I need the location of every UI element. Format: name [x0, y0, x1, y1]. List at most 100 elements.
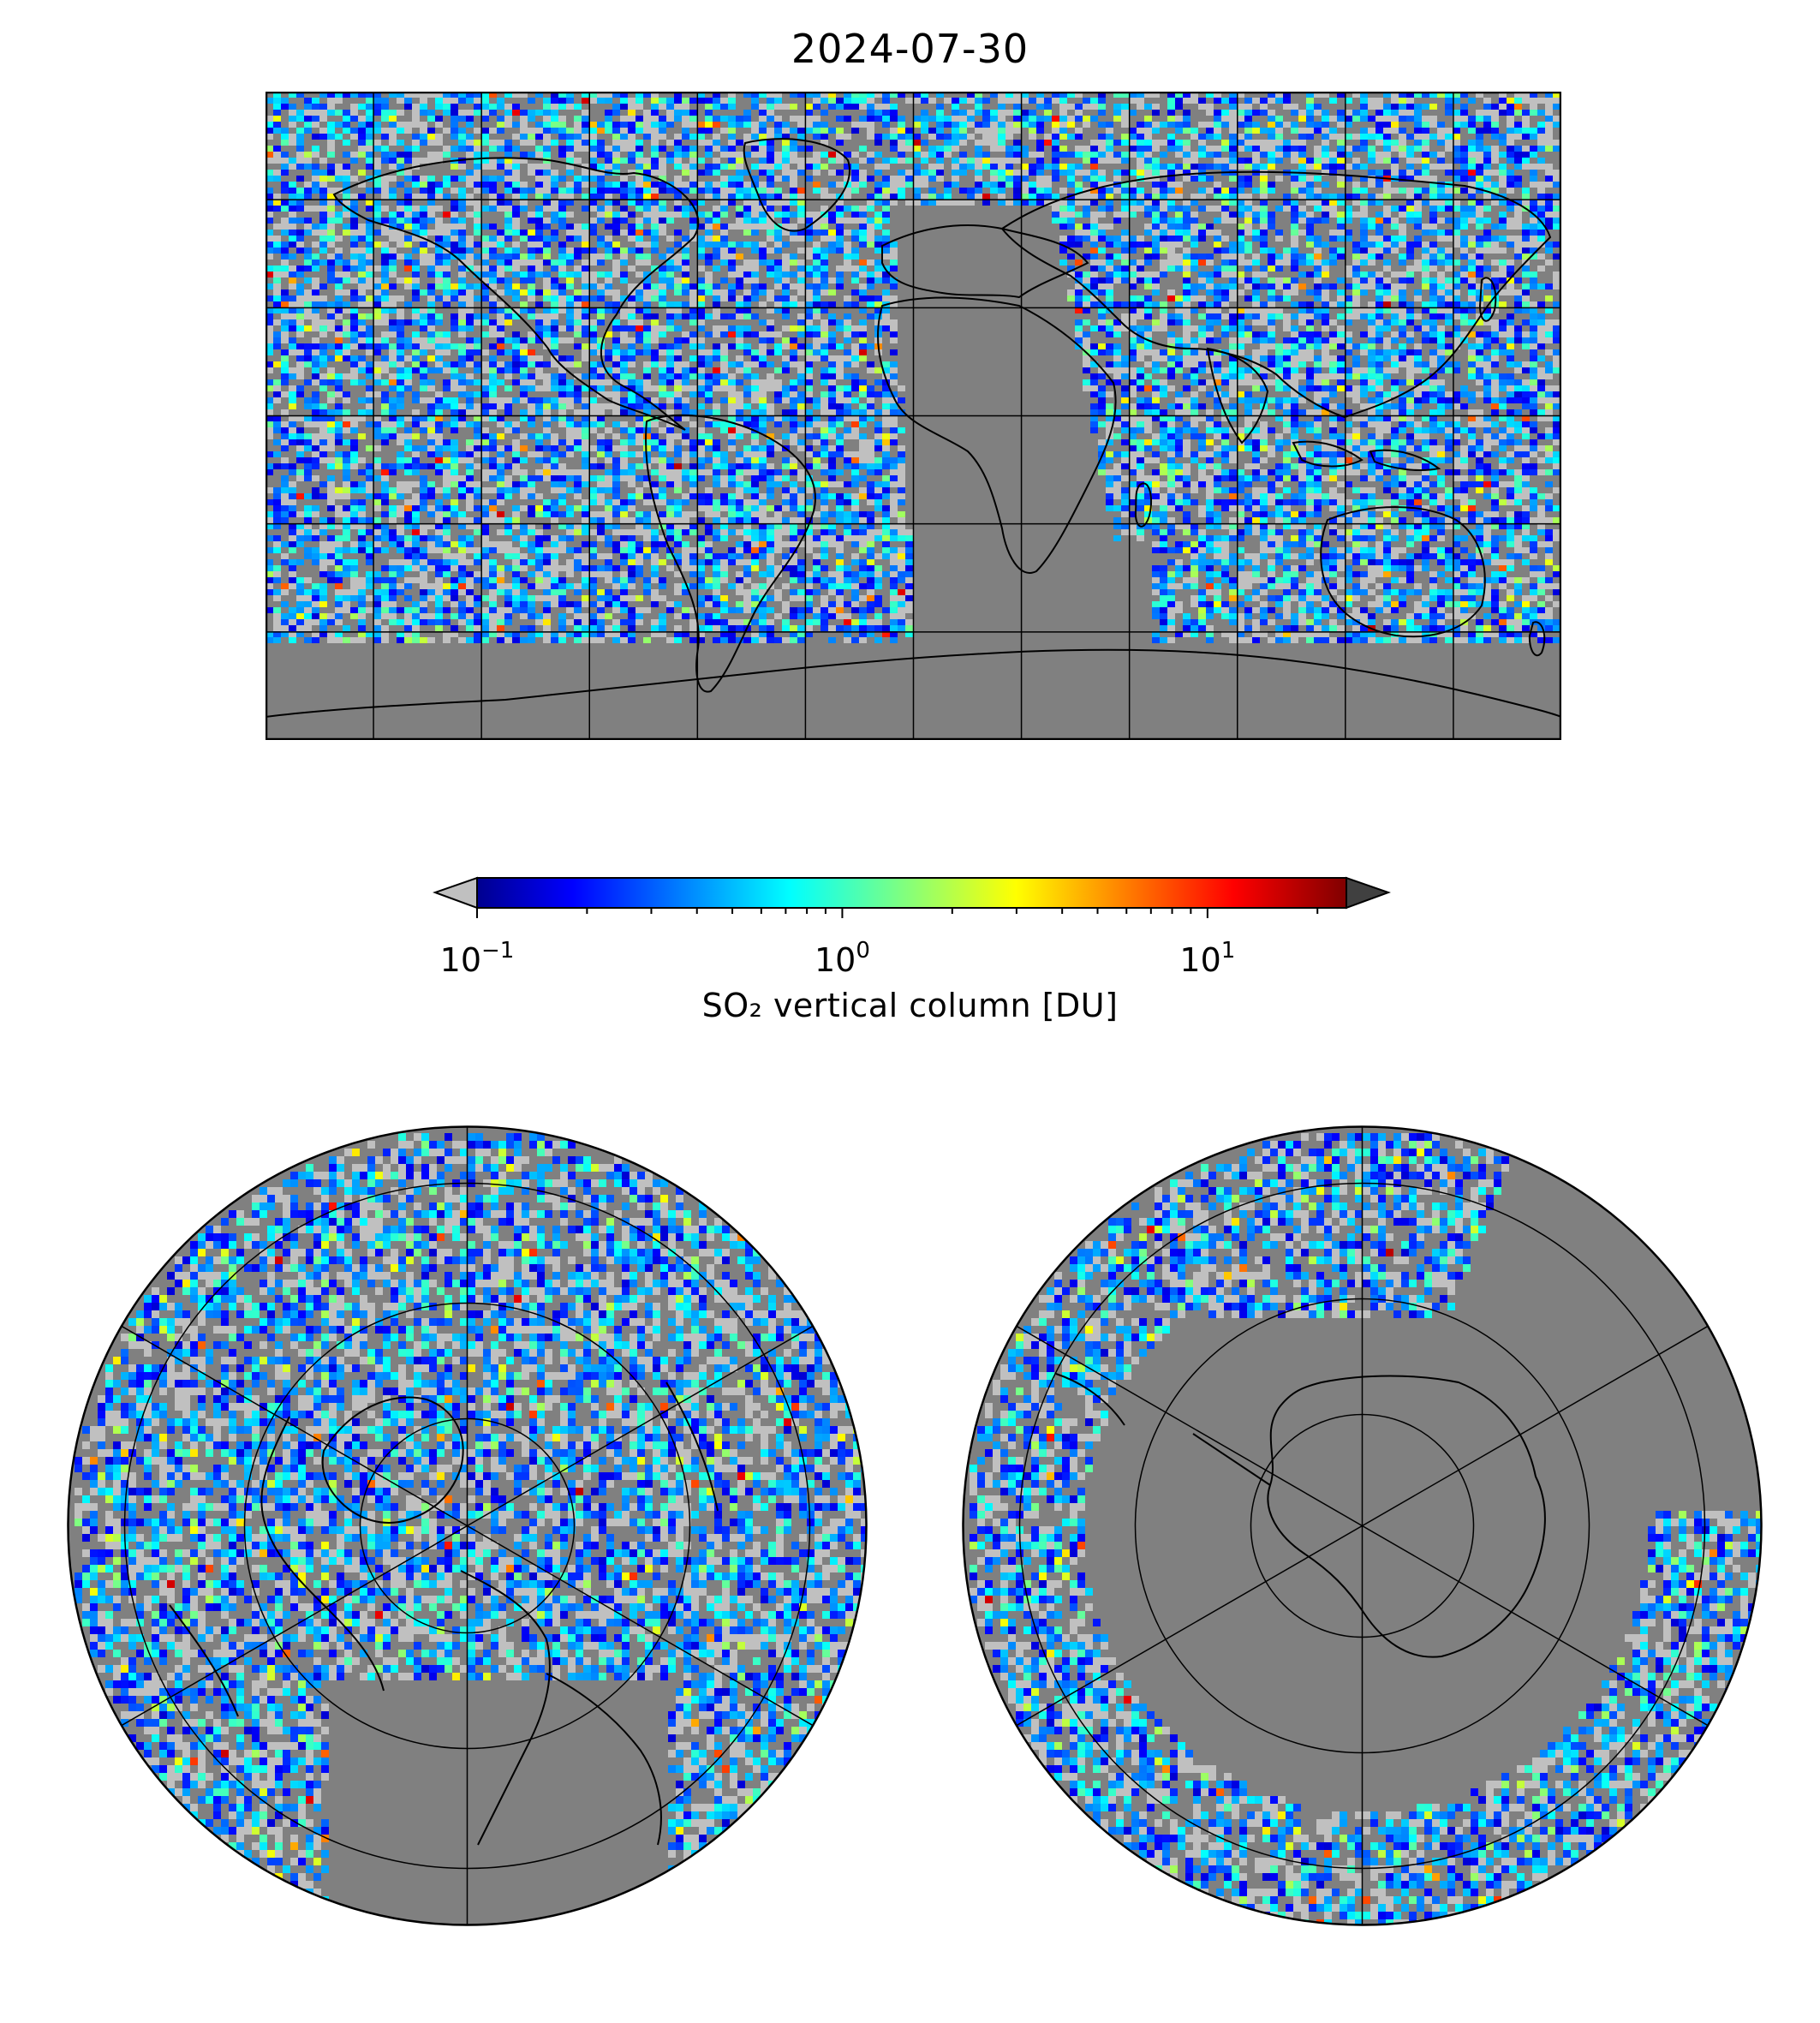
so2-pixel [743, 313, 751, 319]
so2-pixel [528, 104, 535, 110]
so2-pixel [443, 272, 451, 277]
so2-pixel [497, 158, 504, 164]
so2-pixel [427, 194, 435, 200]
so2-pixel [936, 170, 944, 176]
so2-pixel [1090, 266, 1098, 272]
so2-pixel [312, 164, 319, 170]
so2-pixel [767, 104, 774, 110]
so2-pixel [944, 122, 952, 128]
so2-pixel [844, 98, 851, 104]
so2-pixel [1098, 325, 1106, 331]
so2-pixel [574, 331, 582, 337]
so2-pixel [682, 182, 689, 188]
so2-pixel [1106, 331, 1113, 337]
so2-pixel [266, 122, 273, 128]
so2-pixel [728, 194, 736, 200]
so2-pixel [281, 242, 289, 248]
so2-pixel [358, 277, 366, 283]
so2-pixel [404, 236, 412, 242]
so2-pixel [296, 158, 304, 164]
so2-pixel [1391, 283, 1399, 289]
so2-pixel [1275, 116, 1283, 122]
so2-pixel [1298, 164, 1306, 170]
so2-pixel [659, 152, 666, 158]
so2-pixel [1437, 200, 1445, 206]
so2-pixel [1437, 128, 1445, 134]
so2-pixel [566, 319, 574, 325]
so2-pixel [528, 230, 535, 236]
so2-pixel [751, 289, 759, 295]
so2-pixel [266, 325, 273, 331]
so2-pixel [1499, 98, 1507, 104]
so2-pixel [1437, 289, 1445, 295]
so2-pixel [1406, 319, 1414, 325]
so2-pixel [1537, 301, 1545, 307]
so2-pixel [898, 146, 905, 152]
so2-pixel [1036, 182, 1044, 188]
so2-pixel [312, 325, 319, 331]
so2-pixel [304, 289, 312, 295]
so2-pixel [867, 295, 874, 301]
so2-pixel [1360, 212, 1368, 218]
so2-pixel [689, 313, 697, 319]
so2-pixel [759, 200, 767, 206]
so2-pixel [1175, 134, 1183, 140]
so2-pixel [435, 206, 443, 212]
so2-pixel [427, 200, 435, 206]
so2-pixel [497, 301, 504, 307]
so2-pixel [728, 140, 736, 146]
so2-pixel [605, 307, 612, 313]
so2-pixel [1306, 92, 1314, 98]
so2-pixel [543, 337, 551, 343]
so2-pixel [882, 188, 890, 194]
so2-pixel [1491, 319, 1499, 325]
so2-pixel [597, 164, 605, 170]
so2-pixel [366, 140, 373, 146]
so2-pixel [790, 301, 797, 307]
so2-pixel [397, 277, 404, 283]
so2-pixel [743, 242, 751, 248]
so2-pixel [335, 188, 343, 194]
so2-pixel [851, 170, 859, 176]
so2-pixel [1352, 277, 1360, 283]
so2-pixel [1537, 98, 1545, 104]
so2-pixel [1260, 301, 1268, 307]
so2-pixel [689, 164, 697, 170]
so2-pixel [466, 182, 474, 188]
so2-pixel [1237, 230, 1244, 236]
so2-pixel [373, 104, 381, 110]
so2-pixel [350, 337, 358, 343]
so2-pixel [882, 176, 890, 182]
so2-pixel [859, 337, 867, 343]
so2-pixel [582, 194, 589, 200]
so2-pixel [327, 236, 335, 242]
so2-pixel [296, 307, 304, 313]
so2-pixel [512, 152, 520, 158]
so2-pixel [1113, 206, 1121, 212]
so2-pixel [1214, 194, 1221, 200]
so2-pixel [296, 140, 304, 146]
so2-pixel [343, 110, 350, 116]
so2-pixel [1283, 206, 1291, 212]
so2-pixel [767, 92, 774, 98]
so2-pixel [1083, 212, 1090, 218]
so2-pixel [628, 146, 636, 152]
so2-pixel [836, 128, 844, 134]
so2-pixel [1383, 307, 1391, 313]
so2-pixel [782, 104, 790, 110]
so2-pixel [1106, 260, 1113, 266]
so2-pixel [1237, 331, 1244, 337]
so2-pixel [366, 254, 373, 260]
so2-pixel [1283, 194, 1291, 200]
so2-pixel [1244, 277, 1252, 283]
so2-pixel [636, 283, 643, 289]
so2-pixel [1190, 134, 1198, 140]
so2-pixel [1167, 313, 1175, 319]
so2-pixel [705, 224, 713, 230]
so2-pixel [319, 283, 327, 289]
so2-pixel [335, 218, 343, 224]
so2-pixel [1206, 140, 1214, 146]
so2-pixel [1167, 182, 1175, 188]
so2-pixel [1090, 98, 1098, 104]
so2-pixel [820, 283, 828, 289]
